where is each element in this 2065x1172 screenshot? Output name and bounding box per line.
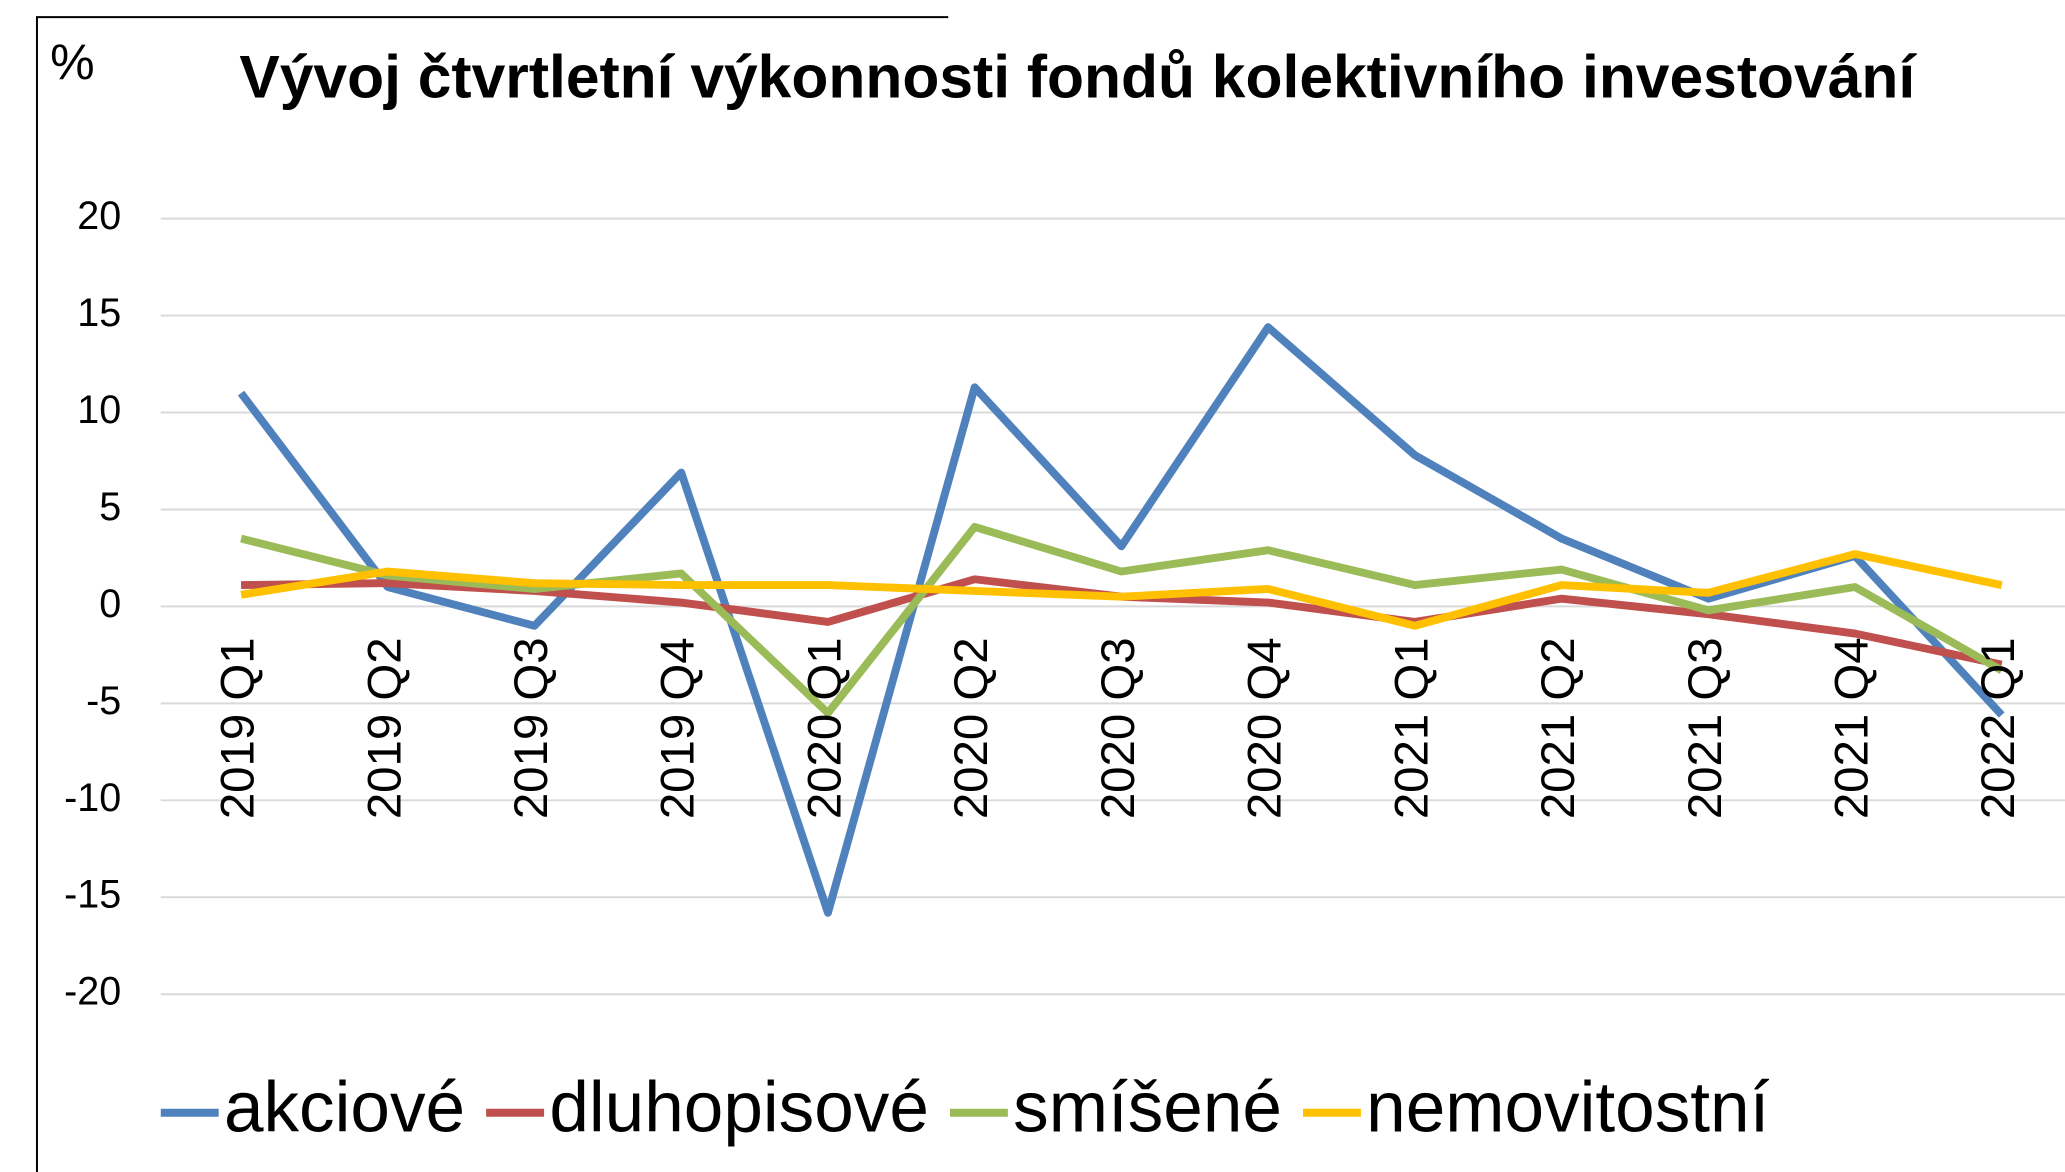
x-tick-label: 2021 Q4 [1826,637,1879,819]
x-tick-label: 2021 Q2 [1532,637,1585,819]
x-tick-label: 2019 Q1 [212,637,265,819]
y-tick-label: 0 [99,582,121,626]
legend-label: akciové [224,1069,465,1148]
legend-label: nemovitostní [1366,1069,1769,1148]
y-axis-label: % [50,34,95,90]
x-tick-label: 2020 Q4 [1239,637,1292,819]
y-tick-label: -15 [64,873,121,917]
y-tick-label: 15 [77,291,121,335]
x-tick-label: 2022 Q1 [1972,637,2025,819]
y-tick-label: 10 [77,388,121,432]
x-tick-label: 2019 Q3 [505,637,558,819]
y-tick-label: 5 [99,485,121,529]
y-tick-label: -20 [64,970,121,1014]
y-tick-label: 20 [77,194,121,238]
legend-label: smíšené [1013,1069,1282,1148]
legend-label: dluhopisové [549,1069,929,1148]
x-tick-label: 2021 Q3 [1679,637,1732,819]
x-tick-label: 2020 Q3 [1092,637,1145,819]
x-tick-label: 2020 Q1 [798,637,851,819]
x-tick-label: 2020 Q2 [945,637,998,819]
x-tick-label: 2019 Q4 [652,637,705,819]
y-tick-label: -5 [86,679,121,723]
chart-title: Vývoj čtvrtletní výkonnosti fondů kolekt… [239,43,1917,111]
frame [37,17,948,1172]
x-tick-label: 2021 Q1 [1385,637,1438,819]
chart: % Vývoj čtvrtletní výkonnosti fondů kole… [0,0,2065,1172]
y-tick-label: -10 [64,776,121,820]
x-tick-label: 2019 Q2 [358,637,411,819]
